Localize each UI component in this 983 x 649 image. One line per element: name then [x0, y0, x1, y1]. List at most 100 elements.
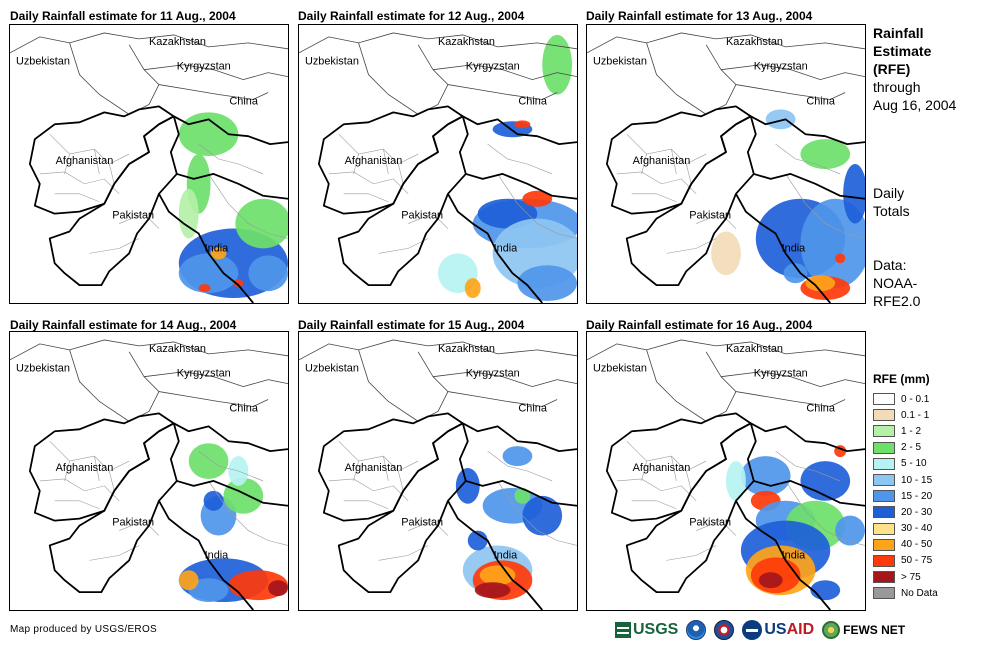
- legend-swatch: [873, 506, 895, 519]
- country-boundary: [705, 351, 737, 422]
- rainfall-cell: [188, 443, 229, 479]
- panel-title: Daily Rainfall estimate for 13 Aug., 200…: [586, 9, 813, 23]
- admin-boundary: [408, 520, 449, 536]
- kazakhstan-label: Kazakhstan: [149, 343, 206, 355]
- totals-line: Totals: [873, 203, 910, 219]
- legend-swatch: [873, 538, 895, 551]
- rainfall-cell: [810, 580, 841, 601]
- admin-boundary: [119, 213, 160, 229]
- admin-boundary: [631, 500, 677, 510]
- usgs-wordmark: USGS: [633, 621, 679, 638]
- india-label: India: [205, 242, 230, 254]
- admin-boundary: [64, 456, 115, 491]
- afghanistan-label: Afghanistan: [345, 155, 403, 167]
- legend-swatch: [873, 587, 895, 600]
- admin-boundary: [328, 171, 409, 194]
- country-boundary: [358, 42, 419, 115]
- panel-title: Daily Rainfall estimate for 16 Aug., 200…: [586, 318, 813, 332]
- rainfall-map: Kazakhstan Uzbekistan Kyrgyzstan China Afgha…: [586, 331, 866, 611]
- title-line: (RFE): [873, 61, 911, 77]
- admin-boundary: [198, 450, 264, 482]
- legend-item: 30 - 40: [873, 521, 938, 537]
- legend-swatch: [873, 554, 895, 567]
- admin-boundary: [54, 193, 100, 203]
- rainfall-cell: [800, 139, 851, 169]
- afghanistan-label: Afghanistan: [345, 462, 403, 474]
- country-boundary: [417, 44, 449, 115]
- legend-swatch: [873, 425, 895, 438]
- rainfall-cell: [203, 490, 224, 511]
- kyrgyzstan-label: Kyrgyzstan: [754, 61, 808, 73]
- usgs-mark-icon: [615, 622, 631, 638]
- daily-line: Daily: [873, 185, 905, 201]
- rainfall-cell: [464, 278, 481, 299]
- rainfall-cell: [268, 580, 288, 597]
- rainfall-cell: [223, 477, 264, 514]
- rainfall-cell: [740, 456, 791, 496]
- india-border: [735, 422, 865, 610]
- admin-boundary: [328, 478, 409, 501]
- legend-swatch: [873, 409, 895, 422]
- rainfall-map: Kazakhstan Uzbekistan Kyrgyzstan China Afgha…: [298, 24, 578, 304]
- globe-icon: [822, 621, 841, 639]
- admin-boundary: [343, 500, 389, 510]
- legend-title: RFE (mm): [873, 372, 930, 386]
- legend-label: 20 - 30: [901, 506, 933, 518]
- pakistan-border: [337, 115, 469, 287]
- rainfall-cell: [178, 570, 199, 591]
- rainfall-cell: [502, 446, 533, 467]
- afghanistan-label: Afghanistan: [56, 462, 114, 474]
- legend-item: 40 - 50: [873, 537, 938, 553]
- legend-swatch: [873, 393, 895, 406]
- usaid-wordmark: USAID: [764, 621, 815, 638]
- legend-item: 2 - 5: [873, 440, 938, 456]
- country-boundary: [128, 351, 160, 422]
- rainfall-cell: [805, 275, 836, 292]
- india-border: [158, 422, 288, 610]
- admin-boundary: [641, 149, 692, 184]
- legend-label: 2 - 5: [901, 442, 922, 454]
- pakistan-label: Pakistan: [112, 210, 154, 222]
- uzbekistan-label: Uzbekistan: [305, 363, 359, 375]
- admin-boundary: [785, 480, 865, 546]
- pakistan-label: Pakistan: [401, 517, 443, 529]
- panel-title: Daily Rainfall estimate for 12 Aug., 200…: [298, 9, 525, 23]
- admin-boundary: [353, 456, 404, 491]
- rainfall-cell: [783, 263, 808, 284]
- data-source-label: Data: NOAA- RFE2.0: [873, 256, 920, 310]
- country-boundary: [358, 349, 419, 422]
- legend-label: 5 - 10: [901, 458, 927, 470]
- rainfall-cell: [188, 578, 229, 603]
- country-boundary: [432, 64, 577, 81]
- map-title-block: Rainfall Estimate (RFE) through Aug 16, …: [873, 24, 956, 114]
- map-canvas: Kazakhstan Uzbekistan Kyrgyzstan China Afgha…: [587, 32, 865, 303]
- admin-boundary: [616, 171, 697, 194]
- india-label: India: [782, 242, 807, 254]
- usaid-logo: USAID: [742, 620, 814, 640]
- rainfall-cell: [479, 565, 516, 586]
- admin-boundary: [497, 480, 577, 546]
- admin-boundary: [497, 173, 577, 239]
- panel-title: Daily Rainfall estimate for 15 Aug., 200…: [298, 318, 525, 332]
- fews-net-wordmark: FEWS NET: [843, 623, 906, 637]
- rfe-legend: RFE (mm) 0 - 0.1 0.1 - 1 1 - 2 2 - 5 5 - 10 1…: [873, 372, 938, 601]
- admin-boundary: [631, 193, 677, 203]
- india-border: [158, 115, 288, 303]
- country-boundary: [587, 32, 865, 54]
- pakistan-label: Pakistan: [689, 517, 731, 529]
- legend-label: > 75: [901, 571, 921, 583]
- map-canvas: Kazakhstan Uzbekistan Kyrgyzstan China Afgha…: [299, 339, 577, 610]
- uzbekistan-label: Uzbekistan: [593, 56, 647, 68]
- legend-item: 20 - 30: [873, 504, 938, 520]
- kyrgyzstan-label: Kyrgyzstan: [466, 368, 520, 380]
- product-line: RFE2.0: [873, 293, 921, 309]
- rainfall-cell: [835, 253, 846, 264]
- kyrgyzstan-label: Kyrgyzstan: [177, 368, 231, 380]
- rainfall-cell: [542, 34, 573, 95]
- legend-item: 10 - 15: [873, 472, 938, 488]
- admin-boundary: [487, 143, 553, 175]
- admin-boundary: [785, 173, 865, 239]
- admin-boundary: [64, 149, 115, 184]
- country-boundary: [143, 64, 288, 81]
- country-boundary: [735, 391, 846, 407]
